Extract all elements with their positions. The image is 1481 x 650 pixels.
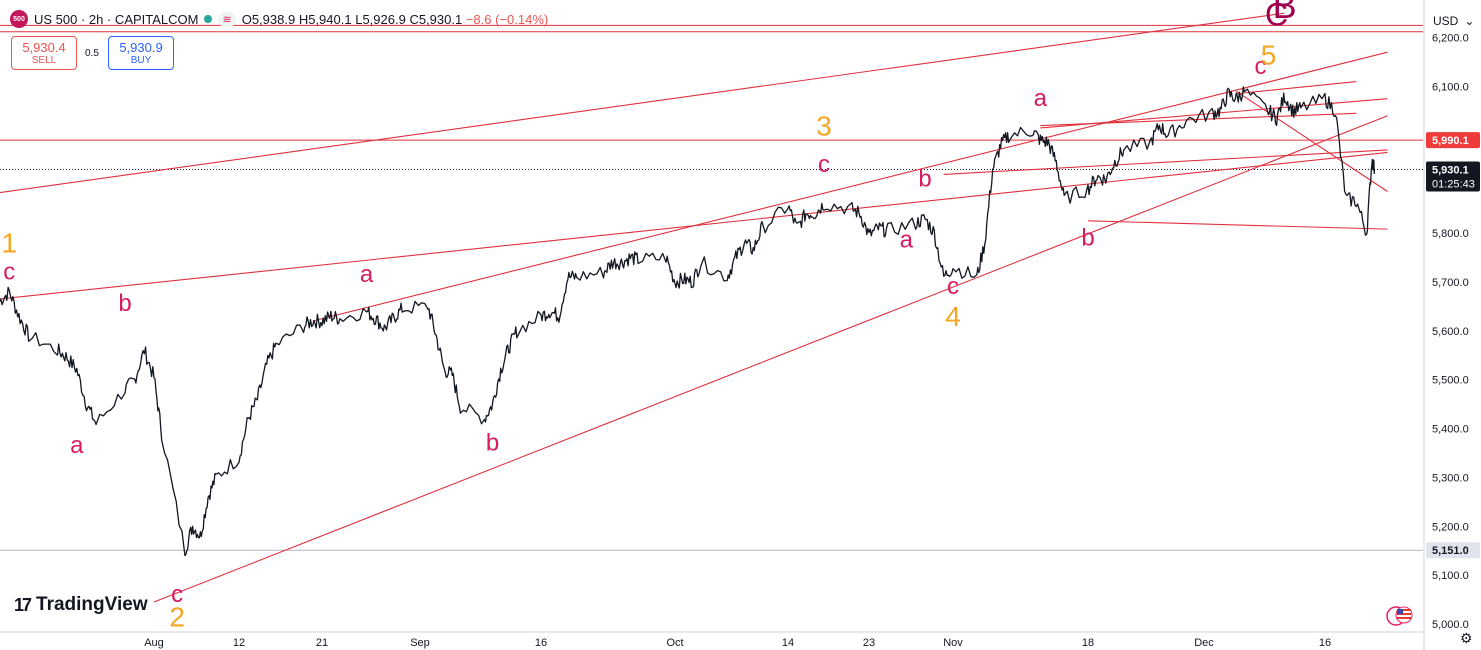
x-tick-label: 14: [782, 637, 794, 649]
x-tick-label: Dec: [1194, 637, 1214, 649]
wave-label: B: [1273, 0, 1297, 26]
countdown-label: 01:25:43: [1432, 178, 1475, 190]
y-tick-label: 5,500.0: [1432, 375, 1469, 387]
sell-label: SELL: [31, 55, 57, 66]
wave-label: c: [3, 258, 15, 285]
tradingview-logo[interactable]: 17 TradingView: [14, 594, 148, 616]
x-tick-label: 21: [316, 637, 328, 649]
ohlc-low: L5,926.9: [355, 11, 406, 27]
buy-price: 5,930.9: [119, 40, 163, 55]
y-tick-label: 5,700.0: [1432, 277, 1469, 289]
y-tick-label: 6,100.0: [1432, 81, 1469, 93]
gear-icon[interactable]: ⚙: [1460, 630, 1473, 646]
wave-label: a: [70, 432, 84, 459]
trendline: [312, 51, 1388, 322]
trendline: [1040, 112, 1357, 127]
buy-label: BUY: [130, 55, 152, 66]
trendline: [1087, 220, 1388, 230]
trendline: [153, 115, 1388, 603]
x-tick-label: 16: [535, 637, 547, 649]
wave-label: c: [947, 273, 959, 300]
us-flag-icon[interactable]: [1384, 604, 1414, 626]
wave-label: c: [1254, 53, 1266, 80]
price-tag: [1426, 161, 1480, 192]
y-tick-label: 5,300.0: [1432, 472, 1469, 484]
ohlc-high: H5,940.1: [298, 11, 352, 27]
chart-title[interactable]: US 500 · 2h · CAPITALCOM: [34, 11, 199, 27]
indicator-toggle[interactable]: ≋: [218, 11, 236, 27]
wave-label: b: [118, 290, 131, 317]
wave-label: C: [1265, 0, 1288, 32]
price-series-line: [0, 86, 1376, 557]
wave-label: b: [918, 166, 931, 193]
price-tag-label: 5,151.0: [1432, 545, 1469, 557]
buy-button[interactable]: 5,930.9 BUY: [108, 36, 174, 70]
ohlc-open: O5,938.9: [241, 11, 296, 27]
trendline: [0, 12, 1285, 194]
wave-label: 3: [816, 110, 832, 141]
tv-logo-icon: 17: [14, 594, 32, 615]
sell-price: 5,930.4: [22, 40, 66, 55]
wave-label: 4: [945, 301, 961, 332]
wave-label: 1: [2, 228, 18, 259]
wave-label: 2: [169, 601, 185, 632]
x-tick-label: Aug: [144, 637, 164, 649]
x-tick-label: 12: [233, 637, 245, 649]
y-tick-label: 5,200.0: [1432, 521, 1469, 533]
plot-area: [0, 12, 1423, 603]
x-tick-label: 18: [1082, 637, 1094, 649]
sp500-badge-icon: 500: [10, 10, 28, 28]
currency-label: USD: [1433, 14, 1459, 28]
x-tick-label: Sep: [410, 637, 430, 649]
wave-label: c: [818, 151, 830, 178]
wave-label: a: [360, 261, 374, 288]
y-tick-label: 5,000.0: [1432, 619, 1469, 631]
price-tag-label: 5,930.1: [1432, 164, 1469, 176]
trendline: [1235, 90, 1388, 192]
ohlc-change: −8.6 (−0.14%): [465, 11, 549, 27]
currency-selector[interactable]: USD ⌄: [1427, 8, 1477, 34]
trendline: [1236, 80, 1357, 95]
x-tick-label: Nov: [943, 637, 963, 649]
y-tick-label: 5,800.0: [1432, 228, 1469, 240]
sell-button[interactable]: 5,930.4 SELL: [11, 36, 77, 70]
price-tag: [1426, 542, 1480, 559]
chevron-down-icon: ⌄: [1464, 14, 1475, 28]
market-open-dot-icon: [204, 15, 213, 23]
price-tag-label: 5,990.1: [1432, 135, 1469, 147]
x-tick-label: 23: [863, 637, 875, 649]
wave-label: b: [1081, 224, 1094, 251]
trendline: [943, 149, 1388, 175]
x-tick-label: 16: [1319, 637, 1331, 649]
y-tick-label: 5,600.0: [1432, 326, 1469, 338]
wave-label: 5: [1261, 39, 1277, 70]
price-tag: [1426, 132, 1480, 149]
y-tick-label: 6,200.0: [1432, 33, 1469, 45]
wave-label: a: [1034, 85, 1048, 112]
symbol-legend: 500 US 500 · 2h · CAPITALCOM ≋ O5,938.9 …: [10, 10, 548, 28]
y-tick-label: 5,100.0: [1432, 570, 1469, 582]
wave-icon: ≋: [222, 13, 232, 26]
wave-label: a: [900, 227, 914, 254]
ohlc-close: C5,930.1: [409, 11, 463, 27]
wave-label: b: [486, 430, 499, 457]
wave-label: c: [171, 581, 183, 608]
x-tick-label: Oct: [666, 637, 683, 649]
ohlc-values: O5,938.9 H5,940.1 L5,926.9 C5,930.1 −8.6…: [242, 12, 549, 27]
spread-value: 0.5: [85, 48, 99, 59]
logo-text: TradingView: [36, 594, 148, 615]
y-tick-label: 5,400.0: [1432, 424, 1469, 436]
